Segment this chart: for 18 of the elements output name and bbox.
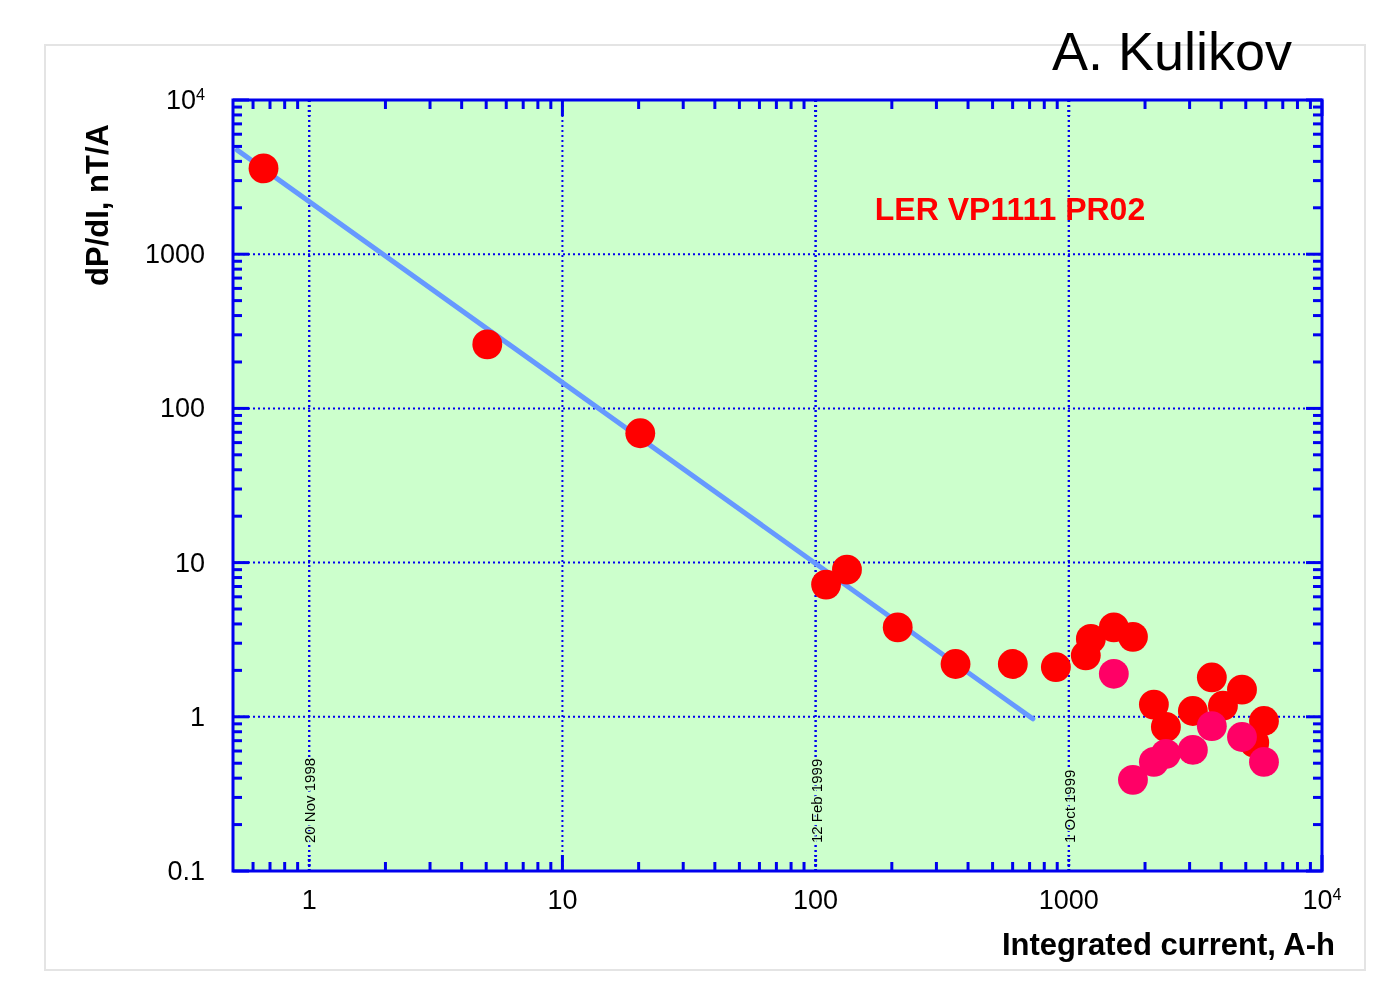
y-tick-label: 1000 — [144, 239, 205, 270]
ref-line-label: 20 Nov 1998 — [301, 757, 319, 843]
y-axis-title: dP/dI, nT/A — [80, 124, 115, 286]
y-tick-label: 1 — [189, 701, 205, 732]
y-tick-label: 0.1 — [167, 856, 205, 886]
y-tick-label: 10$^{4}$ — [165, 85, 205, 115]
text: LER VP1111 PR02 — [874, 191, 1146, 227]
ref-line-label: 12 Feb 1999 — [807, 758, 825, 843]
ref-line-label: 1 Oct 1999 — [1060, 769, 1078, 843]
x-axis-title: Integrated current, A-h — [1002, 927, 1335, 962]
x-tick-label: 10$^{4}$ — [1302, 885, 1342, 915]
x-tick-label: 1 — [301, 885, 317, 915]
y-tick-label: 10 — [174, 547, 205, 578]
x-tick-label: 1000 — [1038, 885, 1099, 915]
y-tick-label: 100 — [159, 393, 205, 424]
x-tick-label: 10 — [547, 885, 578, 915]
text: A. Kulikov — [1051, 21, 1292, 81]
x-tick-label: 100 — [793, 885, 839, 915]
